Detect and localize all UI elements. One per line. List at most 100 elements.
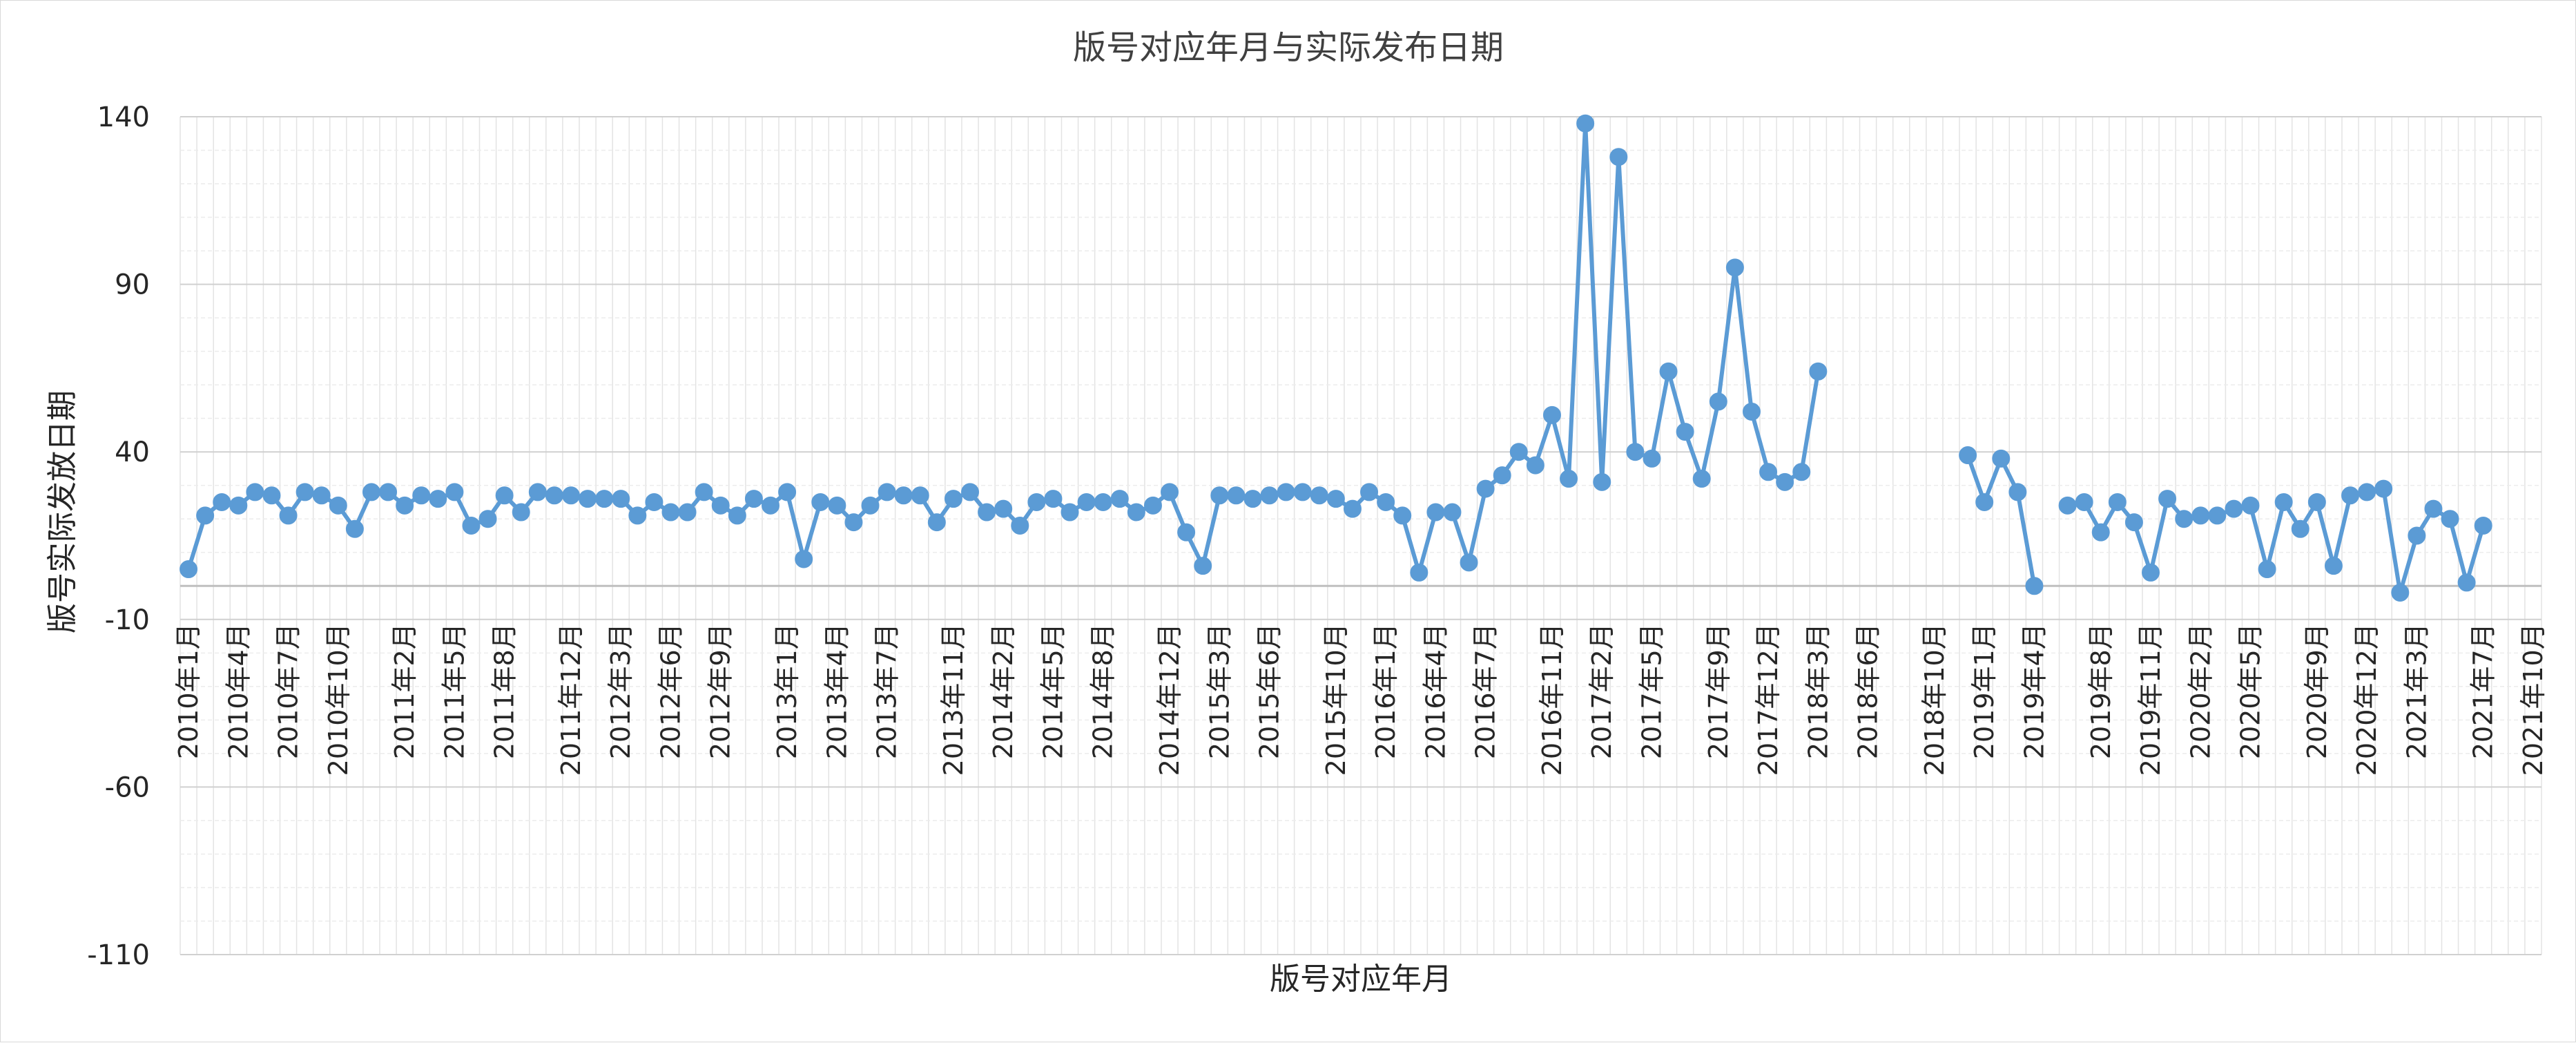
data-point: [2307, 492, 2326, 511]
data-point: [2091, 523, 2110, 542]
data-point: [2291, 519, 2309, 538]
x-tick-label: 2016年11月: [1537, 623, 1567, 776]
x-tick-label: 2011年2月: [389, 623, 420, 759]
data-point: [478, 510, 497, 528]
data-point: [978, 503, 996, 522]
data-point: [1110, 490, 1129, 508]
data-point: [1443, 503, 1462, 522]
data-point: [296, 483, 314, 501]
data-point: [1742, 402, 1761, 421]
data-point: [927, 513, 946, 532]
data-point: [1426, 503, 1445, 522]
x-tick-label: 2017年5月: [1636, 623, 1667, 759]
data-point: [1959, 446, 1977, 465]
data-point: [911, 486, 929, 505]
data-point: [2108, 492, 2127, 511]
data-point: [2225, 499, 2243, 518]
y-axis-title: 版号实际发放日期: [45, 390, 80, 633]
data-point: [1643, 449, 1661, 468]
y-tick-label: 140: [97, 102, 150, 133]
data-point: [762, 496, 779, 515]
data-point: [661, 503, 680, 522]
data-point: [1992, 449, 2011, 468]
x-tick-label: 2017年12月: [1753, 623, 1783, 776]
series-line: [1966, 453, 2037, 589]
x-tick-label: 2016年1月: [1371, 623, 1401, 759]
x-tick-label: 2012年9月: [706, 623, 736, 759]
data-point: [429, 490, 447, 508]
x-tick-label: 2014年8月: [1088, 623, 1118, 759]
x-tick-label: 2012年6月: [655, 623, 686, 759]
x-tick-label: 2015年3月: [1204, 623, 1234, 759]
data-point: [1194, 557, 1212, 575]
data-point: [961, 483, 980, 501]
data-point: [1011, 516, 1029, 535]
data-point: [1326, 490, 1345, 508]
data-point: [1792, 463, 1811, 481]
data-point: [1509, 443, 1528, 461]
x-tick-label: 2014年5月: [1038, 623, 1068, 759]
data-point: [1609, 148, 1628, 166]
data-point: [262, 486, 281, 505]
data-point: [1526, 456, 1544, 475]
data-point: [1310, 486, 1328, 505]
data-point: [1277, 483, 1295, 501]
data-point: [1143, 496, 1162, 515]
data-point: [1260, 486, 1279, 505]
chart-title: 版号对应年月与实际发布日期: [1073, 28, 1504, 67]
y-tick-label: -60: [105, 772, 150, 803]
tick-labels: 140 90 40 -10 -60 -110 2010年1月 2010年4月 2010年7月 20…: [87, 102, 2548, 971]
data-point: [196, 506, 215, 525]
data-point: [1410, 563, 1429, 582]
x-tick-label: 2019年8月: [2086, 623, 2116, 759]
data-point: [445, 483, 464, 501]
data-point: [2441, 510, 2459, 528]
x-tick-label: 2020年12月: [2352, 623, 2382, 776]
data-point: [312, 486, 331, 505]
data-point: [545, 486, 563, 505]
data-point: [894, 486, 913, 505]
x-tick-label: 2016年4月: [1420, 623, 1451, 759]
x-tick-label: 2014年2月: [988, 623, 1018, 759]
x-tick-label: 2018年6月: [1853, 623, 1883, 759]
x-tick-label: 2020年9月: [2302, 623, 2332, 759]
x-tick-label: 2010年7月: [273, 623, 304, 759]
x-tick-label: 2013年4月: [822, 623, 852, 759]
data-point: [1809, 362, 1828, 381]
data-point: [2175, 510, 2194, 528]
data-point: [1476, 479, 1495, 498]
data-point: [1177, 523, 1196, 542]
data-point: [2142, 563, 2160, 582]
data-point: [1725, 258, 1744, 277]
data-point: [1542, 405, 1561, 424]
data-point: [379, 483, 398, 501]
x-tick-label: 2011年12月: [556, 623, 586, 776]
x-tick-label: 2013年7月: [872, 623, 902, 759]
data-point: [329, 496, 347, 515]
x-tick-label: 2010年10月: [323, 623, 354, 776]
data-point: [561, 486, 580, 505]
data-point: [2457, 573, 2476, 592]
data-point: [1626, 443, 1645, 461]
data-point: [396, 496, 414, 515]
data-point: [1077, 492, 1096, 511]
data-point: [2341, 486, 2360, 505]
data-point: [213, 492, 231, 511]
x-tick-label: 2021年10月: [2518, 623, 2548, 776]
y-tick-label: 90: [115, 269, 150, 301]
data-point: [412, 486, 431, 505]
x-tick-label: 2019年11月: [2136, 623, 2166, 776]
data-point: [844, 513, 863, 532]
data-point: [279, 506, 298, 525]
data-point: [612, 490, 630, 508]
data-point: [1393, 506, 1412, 525]
data-point: [1560, 470, 1578, 488]
data-point: [1759, 463, 1778, 481]
data-point: [2324, 557, 2343, 575]
data-point: [362, 483, 380, 501]
data-point: [878, 483, 896, 501]
x-tick-label: 2011年5月: [439, 623, 469, 759]
data-point: [2075, 492, 2093, 511]
data-point: [2474, 516, 2492, 535]
